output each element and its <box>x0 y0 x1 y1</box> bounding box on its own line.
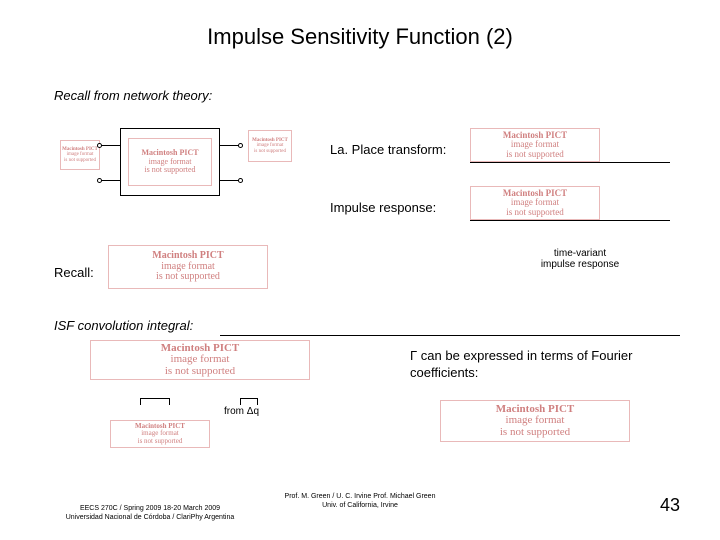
pict-line3: is not supported <box>156 272 220 283</box>
isf-convolution-label: ISF convolution integral: <box>54 318 193 333</box>
wire <box>220 180 240 181</box>
bracket-right <box>240 398 258 399</box>
wire <box>220 145 240 146</box>
pict-placeholder-convolution: Macintosh PICT image format is not suppo… <box>90 340 310 380</box>
port <box>97 143 102 148</box>
time-variant-label: time-variant impulse response <box>520 248 640 270</box>
pict-placeholder-dq: Macintosh PICT image format is not suppo… <box>110 420 210 448</box>
divider-line <box>220 335 680 336</box>
pict-line3: is not supported <box>506 208 564 217</box>
wire <box>100 145 120 146</box>
laplace-label: La. Place transform: <box>330 142 446 157</box>
pict-placeholder-fourier: Macintosh PICT image format is not suppo… <box>440 400 630 442</box>
pict-placeholder-impulse: Macintosh PICT image format is not suppo… <box>470 186 600 220</box>
footer-left: EECS 270C / Spring 2009 18-20 March 2009… <box>60 505 240 522</box>
port <box>238 143 243 148</box>
pict-line3: is not supported <box>138 438 183 445</box>
slide-title: Impulse Sensitivity Function (2) <box>0 24 720 50</box>
pict-line3: is not supported <box>144 166 195 174</box>
underline <box>470 220 670 221</box>
pict-placeholder-network: Macintosh PICT image format is not suppo… <box>128 138 212 186</box>
pict-placeholder-laplace: Macintosh PICT image format is not suppo… <box>470 128 600 162</box>
pict-line3: is not supported <box>254 149 286 154</box>
impulse-response-label: Impulse response: <box>330 200 436 215</box>
bracket-left <box>140 398 170 399</box>
pict-line3: is not supported <box>506 150 564 159</box>
recall-label: Recall: <box>54 265 94 280</box>
pict-line3: is not supported <box>165 366 235 378</box>
underline <box>470 162 670 163</box>
pict-placeholder-input: Macintosh PICT image format is not suppo… <box>60 140 100 170</box>
pict-line3: is not supported <box>64 158 96 163</box>
pict-placeholder-recall: Macintosh PICT image format is not suppo… <box>108 245 268 289</box>
page-number: 43 <box>660 495 680 516</box>
gamma-fourier-label: Γ can be expressed in terms of Fourier c… <box>410 348 660 382</box>
from-dq-label: from Δq <box>224 406 259 417</box>
recall-network-label: Recall from network theory: <box>54 88 212 103</box>
port <box>238 178 243 183</box>
footer-center: Prof. M. Green / U. C. Irvine Prof. Mich… <box>240 493 480 510</box>
pict-line3: is not supported <box>500 427 570 439</box>
pict-placeholder-output: Macintosh PICT image format is not suppo… <box>248 130 292 162</box>
port <box>97 178 102 183</box>
wire <box>100 180 120 181</box>
